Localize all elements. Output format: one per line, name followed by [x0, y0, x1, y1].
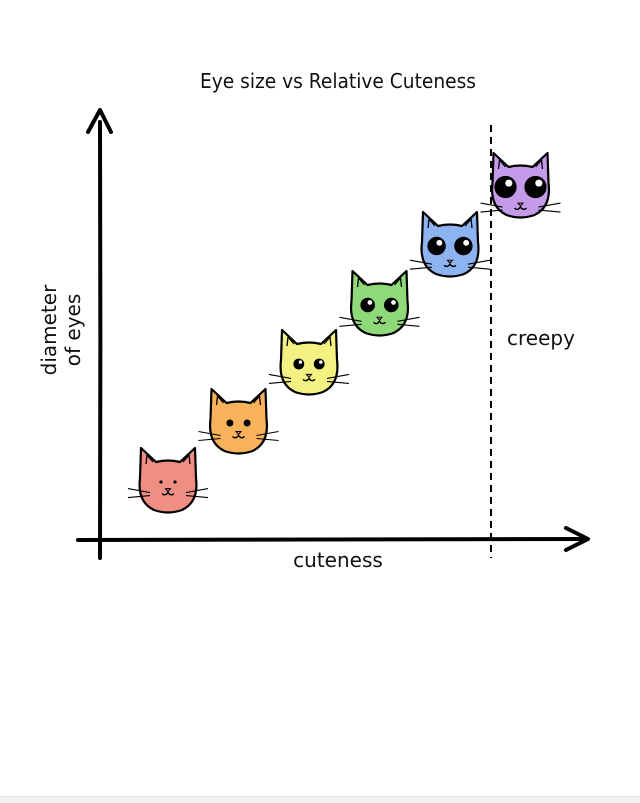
cat-eye-highlight: [505, 179, 513, 187]
cat-point: [480, 151, 561, 219]
cat-eye: [226, 419, 234, 427]
cat-point: [127, 446, 209, 514]
cat-nose: [375, 316, 384, 322]
y-axis-label-line-2: of eyes: [61, 294, 85, 367]
x-axis-arrowhead: [564, 526, 590, 552]
cat-eye: [293, 358, 305, 370]
cat-mouth: [373, 320, 386, 325]
cat-head: [420, 210, 480, 278]
annotation-creepy: creepy: [507, 326, 575, 350]
cat-eye-highlight: [436, 239, 443, 246]
cat-whiskers: [198, 430, 279, 442]
cat-mouth: [514, 205, 527, 211]
cat-head: [138, 446, 198, 514]
cat-head: [279, 328, 339, 396]
cat-whiskers: [268, 373, 350, 384]
y-axis-label-line-1: diameter: [37, 284, 61, 375]
cat-eye: [360, 297, 375, 313]
cat-eye: [454, 236, 473, 256]
cat-mouth: [161, 491, 175, 496]
cat-eye-highlight: [319, 360, 323, 364]
cat-ears: [497, 158, 544, 170]
cat-eye: [313, 358, 325, 370]
cat-nose: [164, 488, 172, 493]
y-axis: [86, 108, 113, 560]
cat-whiskers: [480, 202, 561, 213]
cat-eye-highlight: [367, 300, 373, 305]
cat-eye-highlight: [298, 360, 303, 364]
cat-point: [198, 387, 279, 455]
cat-head: [490, 151, 551, 219]
cat-nose: [446, 259, 454, 264]
cat-nose: [305, 373, 313, 379]
cat-mouth: [302, 377, 316, 382]
cat-eye: [243, 419, 251, 427]
cat-eye-highlight: [535, 179, 543, 187]
x-axis: [76, 526, 590, 552]
cat-ears: [145, 453, 191, 465]
cat-eye: [384, 297, 399, 313]
cat-ears: [427, 217, 473, 229]
cat-head: [208, 387, 269, 455]
cat-point: [339, 269, 420, 337]
cat-ears: [356, 276, 403, 288]
cat-point: [409, 210, 491, 278]
chart-title: Eye size vs Relative Cuteness: [200, 69, 476, 93]
cat-whiskers: [339, 316, 420, 327]
cat-nose: [234, 431, 243, 436]
x-axis-label: cuteness: [293, 548, 383, 572]
cat-whiskers: [127, 488, 209, 499]
page-bottom-rule: [0, 796, 640, 803]
cat-eye: [494, 175, 517, 199]
cat-whiskers: [409, 259, 491, 270]
cat-head: [349, 269, 410, 337]
cat-point: [268, 328, 350, 396]
cat-ears: [286, 335, 332, 347]
cat-eye: [524, 175, 547, 199]
cat-mouth: [232, 434, 245, 439]
cat-points: [127, 151, 561, 514]
cat-eye: [427, 236, 446, 256]
cat-nose: [516, 202, 525, 207]
cat-mouth: [443, 263, 457, 268]
cat-eye-highlight: [391, 300, 396, 305]
cat-ears: [215, 394, 262, 406]
y-axis-arrowhead: [86, 108, 113, 134]
cat-eye-highlight: [463, 239, 470, 246]
cat-eye: [173, 480, 177, 484]
cat-eye: [159, 480, 163, 484]
